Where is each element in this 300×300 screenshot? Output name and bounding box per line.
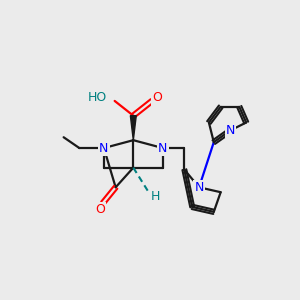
Text: N: N xyxy=(99,142,109,154)
Text: N: N xyxy=(226,124,235,137)
Polygon shape xyxy=(130,116,136,140)
Text: N: N xyxy=(194,181,204,194)
Text: H: H xyxy=(151,190,160,202)
Text: O: O xyxy=(95,203,105,216)
Text: N: N xyxy=(158,142,167,154)
Text: O: O xyxy=(152,92,162,104)
Text: HO: HO xyxy=(88,92,107,104)
